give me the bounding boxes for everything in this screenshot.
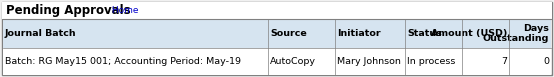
Text: Source: Source (270, 29, 307, 38)
Text: Home: Home (109, 6, 138, 15)
Text: Pending Approvals: Pending Approvals (6, 4, 131, 17)
Text: Batch: RG May15 001; Accounting Period: May-19: Batch: RG May15 001; Accounting Period: … (5, 57, 241, 66)
Text: Journal Batch: Journal Batch (5, 29, 76, 38)
Text: 0: 0 (543, 57, 549, 66)
Text: Days
Outstanding: Days Outstanding (483, 24, 549, 43)
Text: Status: Status (407, 29, 442, 38)
Bar (3, 48, 551, 75)
Text: In process: In process (407, 57, 455, 66)
Bar (3, 19, 551, 48)
Bar (2, 2, 552, 19)
Text: Mary Johnson: Mary Johnson (337, 57, 401, 66)
Text: Amount (USD): Amount (USD) (430, 29, 507, 38)
Text: Initiator: Initiator (337, 29, 381, 38)
Text: 7: 7 (501, 57, 507, 66)
Text: AutoCopy: AutoCopy (270, 57, 316, 66)
